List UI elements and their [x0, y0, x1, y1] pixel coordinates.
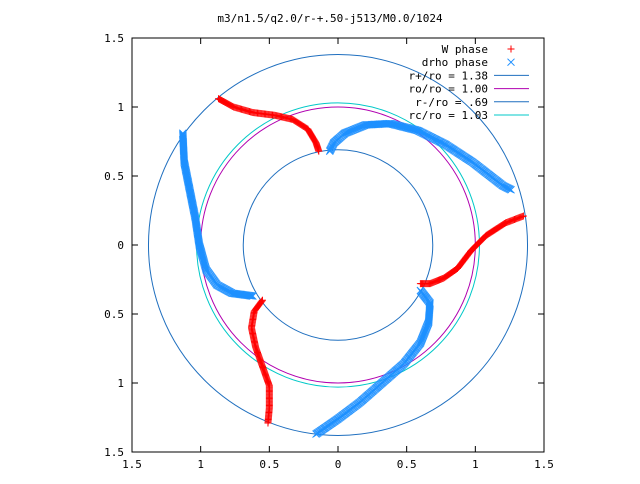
x-tick-label: 1: [197, 458, 204, 471]
legend-label: W phase: [442, 43, 488, 56]
legend-label: ro/ro = 1.00: [409, 83, 488, 96]
circle-1: [147, 54, 529, 436]
y-tick-label: 1: [117, 101, 124, 114]
legend-label: rc/ro = 1.03: [409, 109, 488, 122]
legend-swatch: [507, 58, 515, 67]
point-s2-a2: [247, 292, 256, 300]
legend-swatch: [507, 45, 515, 53]
x-tick-label: 0: [335, 458, 342, 471]
legend-label: r-/ro = .69: [415, 96, 488, 109]
point-s1-a3: [258, 297, 266, 305]
point-s2-a3: [416, 286, 425, 295]
point-s1-a3: [258, 296, 266, 304]
legend-label: r+/ro = 1.38: [409, 69, 488, 82]
y-tick-label: 1.5: [104, 32, 124, 45]
y-tick-label: 0.5: [104, 170, 124, 183]
x-tick-label: 1: [472, 458, 479, 471]
x-tick-label: 0.5: [259, 458, 279, 471]
y-tick-label: 0: [117, 239, 124, 252]
axis-ticks: 1.5 1 0.5 0 0.5 1 1.51.510.500.511.5: [104, 32, 554, 471]
point-s1-a1: [315, 147, 323, 155]
point-s1-a2: [416, 280, 424, 288]
point-s2-a2: [245, 291, 254, 300]
point-s2-a1: [507, 185, 515, 194]
circle-2: [200, 106, 476, 384]
y-tick-label: 1.5: [104, 446, 124, 459]
x-tick-label: 1.5: [534, 458, 554, 471]
y-tick-label: 1: [117, 377, 124, 390]
circle-3: [242, 149, 434, 341]
point-s2-a2: [246, 291, 255, 300]
x-tick-label: 0.5: [397, 458, 417, 471]
x-tick-label: 1.5: [122, 458, 142, 471]
point-s2-a2: [248, 292, 257, 300]
data-markers: [178, 95, 527, 438]
y-tick-label: 0.5: [104, 308, 124, 321]
chart-title: m3/n1.5/q2.0/r-+.50-j513/M0.0/1024: [217, 12, 443, 25]
legend-label: drho phase: [422, 56, 488, 69]
